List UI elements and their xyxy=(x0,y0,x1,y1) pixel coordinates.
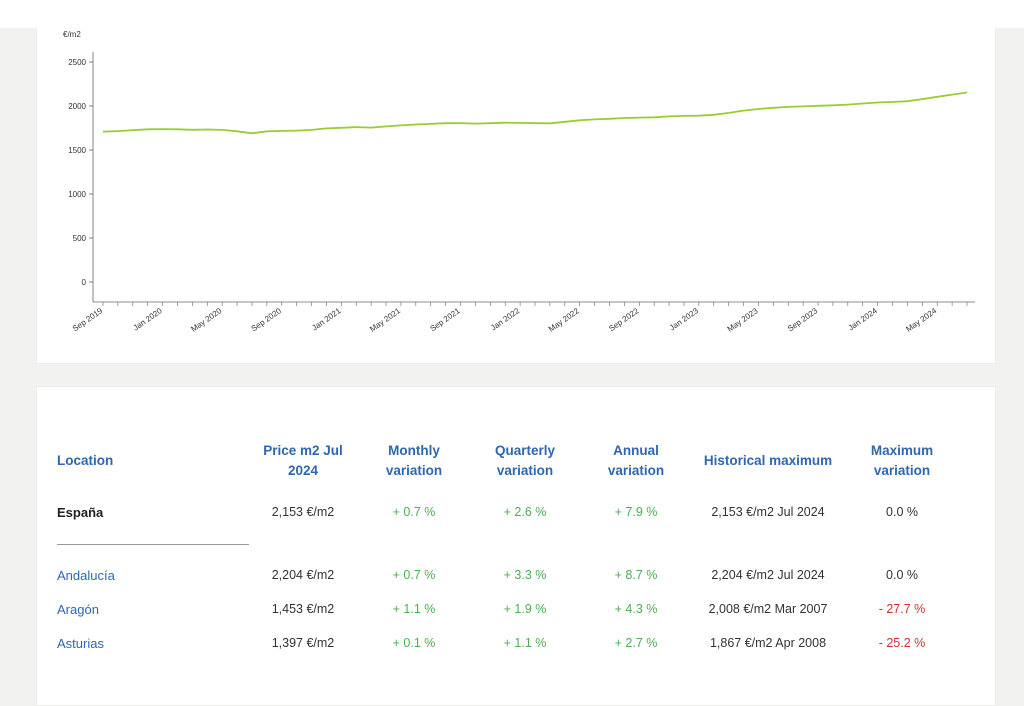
x-tick-label: May 2024 xyxy=(904,306,938,334)
cell-maxvar: - 27.7 % xyxy=(878,602,926,616)
x-tick-label: Sep 2021 xyxy=(428,306,462,333)
header-price-line1: Price m2 Jul xyxy=(263,443,343,458)
cell-historical: 2,008 €/m2 Mar 2007 xyxy=(708,602,828,616)
cell-historical: 2,204 €/m2 Jul 2024 xyxy=(711,568,825,582)
cell-monthly: + 0.7 % xyxy=(392,505,436,519)
x-tick-label: Sep 2019 xyxy=(71,306,105,333)
cell-maxvar: 0.0 % xyxy=(886,568,918,582)
header-monthly[interactable]: Monthly variation xyxy=(367,441,461,481)
y-tick-label: 0 xyxy=(82,278,87,287)
x-tick-label: Jan 2024 xyxy=(847,306,880,333)
header-annual[interactable]: Annual variation xyxy=(589,441,683,481)
y-tick-label: 1000 xyxy=(68,190,86,199)
y-tick-label: 500 xyxy=(73,234,87,243)
cell-annual: + 8.7 % xyxy=(614,568,658,582)
cell-price: 1,453 €/m2 xyxy=(271,602,335,616)
cell-maxvar: 0.0 % xyxy=(886,505,918,519)
header-price-line2: 2024 xyxy=(287,463,319,478)
cell-historical: 2,153 €/m2 Jul 2024 xyxy=(711,505,825,519)
header-maxvar-line1: Maximum xyxy=(870,443,934,458)
cell-quarterly: + 1.9 % xyxy=(503,602,547,616)
cell-annual: + 7.9 % xyxy=(614,505,658,519)
price-table-card: Location Price m2 Jul 2024 Monthly varia… xyxy=(36,386,996,706)
cell-monthly: + 1.1 % xyxy=(392,602,436,616)
cell-maxvar: - 25.2 % xyxy=(878,636,926,650)
x-tick-label: May 2020 xyxy=(189,306,223,334)
x-tick-label: Sep 2023 xyxy=(786,306,820,333)
cell-monthly: + 0.7 % xyxy=(392,568,436,582)
header-historical[interactable]: Historical maximum xyxy=(703,453,833,468)
x-tick-label: May 2023 xyxy=(726,306,760,334)
cell-price: 2,204 €/m2 xyxy=(271,568,335,582)
y-axis-unit-label: €/m2 xyxy=(63,30,81,39)
row-divider xyxy=(57,544,249,545)
header-maxvar-line2: variation xyxy=(873,463,931,478)
cell-price: 2,153 €/m2 xyxy=(271,505,335,519)
header-quarterly-line1: Quarterly xyxy=(494,443,556,458)
location-label: España xyxy=(57,505,104,520)
cell-quarterly: + 1.1 % xyxy=(503,636,547,650)
price-chart-card: €/m2 0 500 1000 1500 2000 2500 Sep 2019 Jan 2020… xyxy=(36,28,996,364)
cell-annual: + 4.3 % xyxy=(614,602,658,616)
x-tick-label: Jan 2021 xyxy=(310,306,343,333)
x-tick-label: Jan 2023 xyxy=(668,306,701,333)
header-price[interactable]: Price m2 Jul 2024 xyxy=(247,441,359,481)
header-annual-line1: Annual xyxy=(613,443,659,458)
y-tick-label: 2000 xyxy=(68,102,86,111)
header-maxvar[interactable]: Maximum variation xyxy=(847,441,957,481)
cell-quarterly: + 3.3 % xyxy=(503,568,547,582)
location-link[interactable]: Aragón xyxy=(57,602,99,617)
x-tick-label: Jan 2020 xyxy=(132,306,165,333)
cell-historical: 1,867 €/m2 Apr 2008 xyxy=(709,636,827,650)
x-tick-label: Sep 2020 xyxy=(250,306,284,333)
y-tick-label: 2500 xyxy=(68,58,86,67)
header-annual-line2: variation xyxy=(607,463,665,478)
cell-quarterly: + 2.6 % xyxy=(503,505,547,519)
header-monthly-line1: Monthly xyxy=(388,443,440,458)
cell-monthly: + 0.1 % xyxy=(392,636,436,650)
header-location[interactable]: Location xyxy=(57,453,114,468)
header-monthly-line2: variation xyxy=(385,463,443,478)
location-link[interactable]: Asturias xyxy=(57,636,104,651)
price-series-line xyxy=(102,91,968,135)
x-tick-label: May 2022 xyxy=(547,306,581,334)
top-strip xyxy=(0,0,1024,28)
x-tick-label: May 2021 xyxy=(368,306,402,334)
x-tick-label: Sep 2022 xyxy=(607,306,641,333)
cell-price: 1,397 €/m2 xyxy=(271,636,335,650)
x-tick-label: Jan 2022 xyxy=(489,306,522,333)
y-tick-label: 1500 xyxy=(68,146,86,155)
location-link[interactable]: Andalucía xyxy=(57,568,115,583)
cell-annual: + 2.7 % xyxy=(614,636,658,650)
price-line-chart: €/m2 0 500 1000 1500 2000 2500 Sep 2019 Jan 2020… xyxy=(63,30,975,334)
header-quarterly-line2: variation xyxy=(496,463,554,478)
header-quarterly[interactable]: Quarterly variation xyxy=(477,441,573,481)
